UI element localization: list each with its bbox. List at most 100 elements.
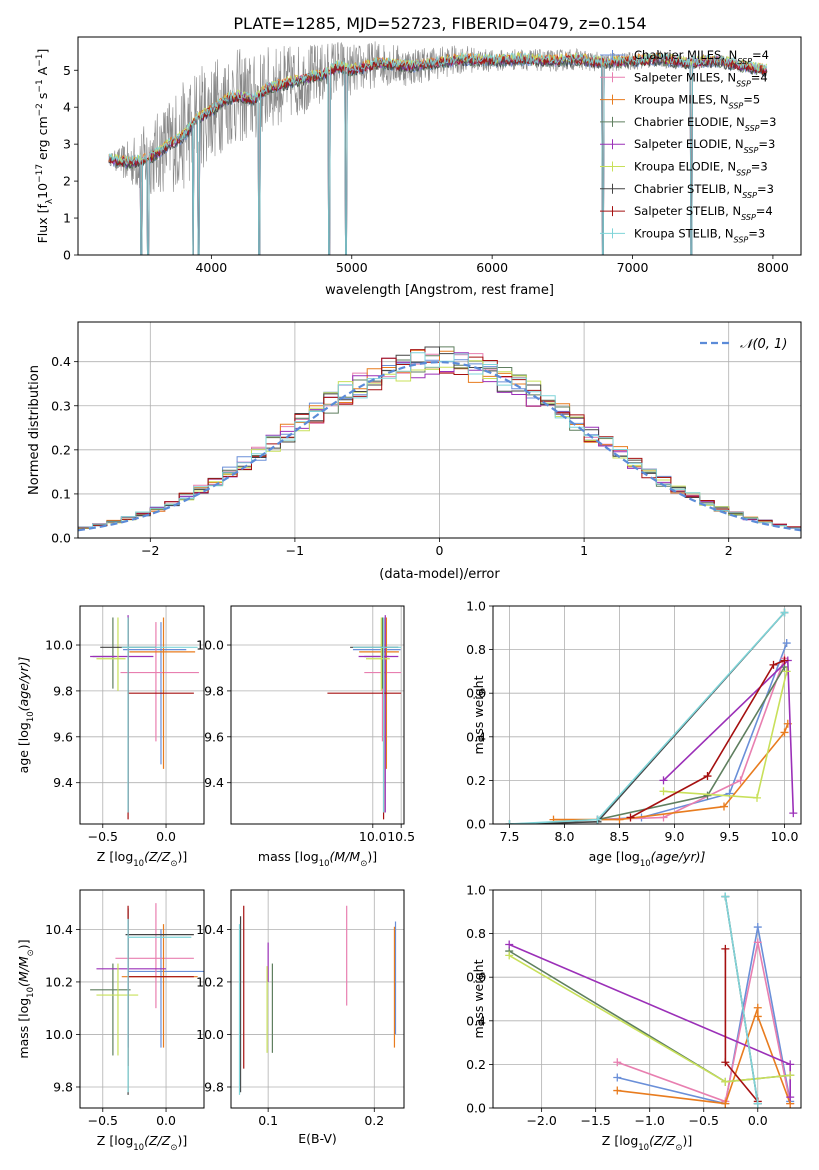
label-part: =5 [743,93,760,107]
label-part: E(B-V) [298,1131,337,1146]
x-tick-label: 7.5 [500,829,520,844]
x-tick-label: 9.0 [665,829,685,844]
label-part: (Z/Z [144,849,171,864]
x-tick-label: 9.5 [720,829,740,844]
plot-frame [77,321,802,539]
weight-point [613,1073,622,1082]
y-tick-label: 9.6 [204,729,224,744]
label-part: ⊙ [360,859,367,869]
y-tick-label: 0.6 [466,970,486,985]
weight-vs-metallicity-panel: −2.0 −1.5 −1.0 −0.5 0.0 0.0 0.2 0.4 0.6 0.8 1.0 Z [… [466,883,802,1153]
x-tick-label: −2 [141,543,159,558]
plot-frame [230,889,405,1109]
x-tick-label: 0 [436,543,444,558]
weight-point [703,772,712,781]
label-part: =3 [757,182,774,196]
x-axis-label: Z [log10(Z/Z⊙)] [97,849,187,869]
clipped-area [108,41,768,255]
model-spectrum [108,52,768,255]
x-tick-label: 0.1 [258,1113,278,1128]
y-tick-label: 1.0 [466,883,486,898]
x-tick-label: 10.0 [359,829,387,844]
weight-point [721,892,730,901]
x-tick-label: −0.5 [88,1113,118,1128]
weight-series-line [724,896,759,1104]
label-part: Flux [f [35,204,50,244]
y-tick-label: 0.8 [466,642,486,657]
label-part: s [35,93,50,104]
weight-point [626,813,635,822]
y-axis-label: mass [log10(M/M⊙)] [16,939,36,1058]
label-part: mass [log [258,849,319,864]
y-axis-label: mass weight [471,959,486,1038]
x-axis-label: wavelength [Angstrom, rest frame] [325,283,554,298]
weight-point [753,793,761,802]
label-part: −17 [35,164,45,183]
plot-frame [79,889,205,1109]
x-tick-label: 2 [725,543,733,558]
weight-point [786,1071,795,1080]
weight-point [613,1086,622,1095]
label-part: SSP [737,57,752,66]
spectrum-panel: 4000 5000 6000 7000 8000 0 1 2 3 4 5 wavelength [An… [35,36,802,298]
plot-frame [77,36,802,256]
y-tick-label: 5 [63,63,71,78]
y-tick-label: 0.0 [466,817,486,832]
weight-series-line [630,659,785,819]
label-part: −1 [35,79,45,92]
y-tick-label: 0.0 [51,531,71,546]
y-tick-label: 9.8 [53,1079,73,1094]
x-tick-label: 1 [580,543,588,558]
label-part: Normed distribution [27,365,42,495]
y-tick-label: 1 [63,211,71,226]
weight-point [753,923,762,932]
label-part: SSP [736,168,751,177]
x-axis-label: mass [log10(M/M⊙)] [258,849,377,869]
x-tick-label: 4000 [195,260,227,275]
label-part: ⊙ [26,949,36,956]
age-vs-metallicity-panel: −0.5 0.09.49.69.810.0Z [log10(Z/Z⊙)]age [… [16,605,205,869]
label-part: mass [log [16,998,31,1059]
x-tick-label: 0.0 [156,829,176,844]
legend-label: Chabrier ELODIE, NSSP=3 [634,115,776,132]
label-part: −2 [35,103,45,116]
label-part: (M/M [16,956,31,987]
plot-frame [230,605,405,825]
legend-label: Chabrier MILES, NSSP=4 [634,48,769,66]
legend-label: 𝒩(0, 1) [740,337,787,352]
weight-point [753,1003,762,1012]
weight-point [786,1060,795,1069]
weight-point [720,802,728,811]
clipped-area [238,905,397,1095]
x-tick-label: −1 [286,543,304,558]
y-axis-label: mass weight [471,675,486,754]
y-tick-label: 0 [63,248,71,263]
label-part: Chabrier ELODIE, N [634,115,745,129]
weight-point [505,951,514,960]
clipped-area [90,615,199,820]
label-part: 10 [640,859,651,869]
weight-point [593,815,602,824]
weight-point [753,1012,762,1021]
label-part: ] [35,49,50,54]
residuals-panel: −2 −1 0 1 2 0.0 0.1 0.2 0.3 0.4 (data-model)/error… [27,321,802,582]
y-tick-label: 10.0 [196,1027,224,1042]
x-tick-label: 8.5 [610,829,630,844]
weight-point [782,639,791,648]
weight-point [721,1099,730,1108]
plot-frame [79,605,205,825]
x-tick-label: 5000 [336,260,368,275]
label-part: =3 [760,115,777,129]
legend-label: Chabrier STELIB, NSSP=3 [634,182,774,200]
x-tick-label: −1.5 [580,1113,610,1128]
weight-point [613,1058,622,1067]
weight-point [721,1077,730,1086]
y-tick-label: 9.8 [204,1079,224,1094]
normal-curve [78,360,801,532]
legend-label: Salpeter STELIB, NSSP=4 [634,204,773,222]
y-tick-label: 10.0 [45,1027,73,1042]
label-part: SSP [744,146,759,155]
x-axis-label: E(B-V) [298,1131,337,1146]
weight-point [721,944,730,953]
